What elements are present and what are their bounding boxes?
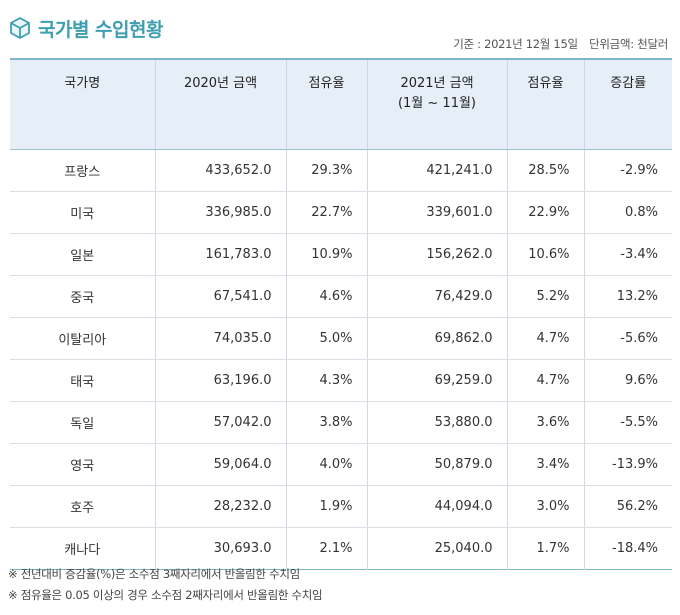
cell-change: -5.6% [583, 317, 672, 360]
page-title: 국가별 수입현황 [38, 18, 163, 41]
table-row: 프랑스 433,652.0 29.3% 421,241.0 28.5% -2.9% [10, 149, 672, 192]
cell-share-2021: 1.7% [506, 527, 584, 570]
table-row: 일본 161,783.0 10.9% 156,262.0 10.6% -3.4% [10, 233, 672, 276]
cell-share-2021: 28.5% [506, 149, 584, 192]
cell-amount-2020: 57,042.0 [154, 401, 286, 444]
header-share-2020: 점유율 [285, 59, 367, 150]
cell-share-2020: 22.7% [285, 191, 367, 234]
cell-amount-2020: 336,985.0 [154, 191, 286, 234]
reference-date: 기준 : 2021년 12월 15일 [453, 37, 578, 51]
cell-change: -13.9% [583, 443, 672, 486]
cell-change: 9.6% [583, 359, 672, 402]
cell-share-2021: 4.7% [506, 359, 584, 402]
header-amount-2020: 2020년 금액 [154, 59, 286, 150]
footnote-change: ※ 전년대비 증감율(%)은 소수점 3째자리에서 반올림한 수치임 [8, 567, 300, 581]
cube-icon [10, 17, 30, 39]
cell-amount-2020: 63,196.0 [154, 359, 286, 402]
cell-share-2020: 2.1% [285, 527, 367, 570]
cell-amount-2021: 421,241.0 [366, 149, 507, 192]
cell-country: 일본 [10, 233, 155, 276]
cell-country: 영국 [10, 443, 155, 486]
cell-amount-2021: 25,040.0 [366, 527, 507, 570]
table-meta: 기준 : 2021년 12월 15일 단위금액: 천달러 [453, 36, 668, 52]
cell-share-2020: 5.0% [285, 317, 367, 360]
cell-share-2020: 4.6% [285, 275, 367, 318]
cell-share-2021: 4.7% [506, 317, 584, 360]
footnote-share: ※ 점유율은 0.05 이상의 경우 소수점 2째자리에서 반올림한 수치임 [8, 588, 323, 602]
cell-change: -18.4% [583, 527, 672, 570]
cell-country: 이탈리아 [10, 317, 155, 360]
table-row: 캐나다 30,693.0 2.1% 25,040.0 1.7% -18.4% [10, 527, 672, 570]
cell-amount-2020: 67,541.0 [154, 275, 286, 318]
footnotes: ※ 전년대비 증감율(%)은 소수점 3째자리에서 반올림한 수치임 ※ 점유율… [8, 564, 323, 606]
cell-amount-2021: 339,601.0 [366, 191, 507, 234]
cell-share-2020: 3.8% [285, 401, 367, 444]
header-country: 국가명 [10, 59, 155, 150]
header-amount-2021-period: (1월 ~ 11월) [397, 96, 477, 111]
table-row: 독일 57,042.0 3.8% 53,880.0 3.6% -5.5% [10, 401, 672, 444]
import-table: 국가명 2020년 금액 점유율 2021년 금액 (1월 ~ 11월) 점유율… [10, 58, 672, 570]
cell-change: 13.2% [583, 275, 672, 318]
cell-amount-2020: 74,035.0 [154, 317, 286, 360]
cell-amount-2020: 433,652.0 [154, 149, 286, 192]
unit-label: 단위금액: 천달러 [589, 37, 668, 51]
cell-amount-2021: 53,880.0 [366, 401, 507, 444]
cell-share-2020: 1.9% [285, 485, 367, 528]
cell-share-2021: 10.6% [506, 233, 584, 276]
table-row: 영국 59,064.0 4.0% 50,879.0 3.4% -13.9% [10, 443, 672, 486]
cell-amount-2020: 28,232.0 [154, 485, 286, 528]
cell-share-2020: 4.0% [285, 443, 367, 486]
cell-change: -5.5% [583, 401, 672, 444]
table-row: 중국 67,541.0 4.6% 76,429.0 5.2% 13.2% [10, 275, 672, 318]
cell-amount-2020: 59,064.0 [154, 443, 286, 486]
table-header-row: 국가명 2020년 금액 점유율 2021년 금액 (1월 ~ 11월) 점유율… [10, 59, 672, 150]
cell-country: 캐나다 [64, 543, 101, 558]
table-body: 프랑스 433,652.0 29.3% 421,241.0 28.5% -2.9% 미국 33… [10, 149, 672, 570]
cell-country: 태국 [10, 359, 155, 402]
header-share-2021: 점유율 [506, 59, 584, 150]
table-row: 미국 336,985.0 22.7% 339,601.0 22.9% 0.8% [10, 191, 672, 234]
header-amount-2021: 2021년 금액 (1월 ~ 11월) [366, 59, 507, 150]
cell-change: -2.9% [583, 149, 672, 192]
cell-country: 프랑스 [10, 149, 155, 192]
header-change: 증감률 [583, 59, 672, 150]
cell-share-2021: 3.0% [506, 485, 584, 528]
cell-amount-2021: 156,262.0 [366, 233, 507, 276]
cell-amount-2021: 69,862.0 [366, 317, 507, 360]
cell-amount-2021: 76,429.0 [366, 275, 507, 318]
cell-share-2020: 4.3% [285, 359, 367, 402]
cell-country: 독일 [10, 401, 155, 444]
table-row: 이탈리아 74,035.0 5.0% 69,862.0 4.7% -5.6% [10, 317, 672, 360]
cell-amount-2021: 69,259.0 [366, 359, 507, 402]
cell-amount-2021: 50,879.0 [366, 443, 507, 486]
cell-share-2021: 5.2% [506, 275, 584, 318]
cell-amount-2020: 30,693.0 [154, 527, 286, 570]
cell-amount-2021: 44,094.0 [366, 485, 507, 528]
cell-change: 56.2% [583, 485, 672, 528]
cell-country: 중국 [10, 275, 155, 318]
cell-amount-2020: 161,783.0 [154, 233, 286, 276]
cell-change: 0.8% [583, 191, 672, 234]
cell-share-2020: 29.3% [285, 149, 367, 192]
cell-country: 미국 [10, 191, 155, 234]
cell-share-2021: 3.6% [506, 401, 584, 444]
cell-country: 호주 [10, 485, 155, 528]
header-amount-2021-label: 2021년 금액 [400, 76, 474, 91]
table-row: 태국 63,196.0 4.3% 69,259.0 4.7% 9.6% [10, 359, 672, 402]
page-header: 국가별 수입현황 [8, 14, 163, 42]
cell-change: -3.4% [583, 233, 672, 276]
table-row: 호주 28,232.0 1.9% 44,094.0 3.0% 56.2% [10, 485, 672, 528]
cell-share-2021: 3.4% [506, 443, 584, 486]
cell-share-2020: 10.9% [285, 233, 367, 276]
cell-share-2021: 22.9% [506, 191, 584, 234]
